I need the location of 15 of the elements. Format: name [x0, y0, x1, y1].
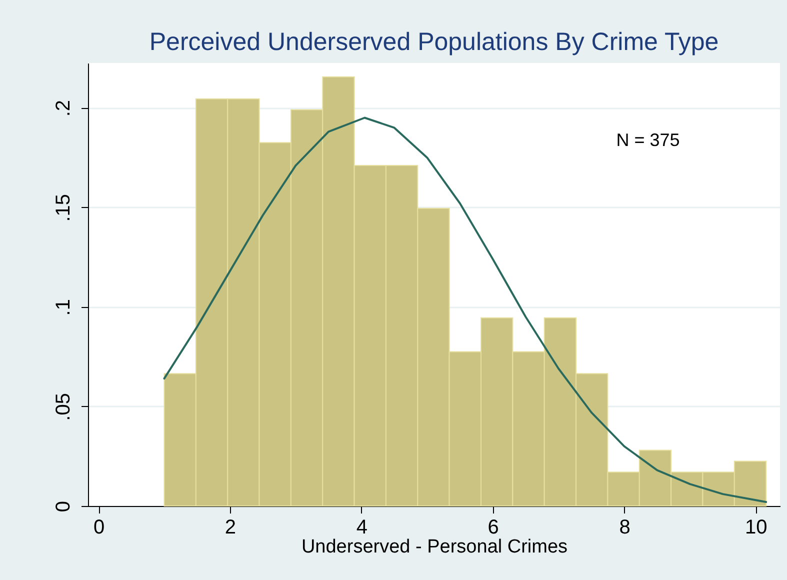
annotation: N = 375: [616, 130, 680, 150]
y-tick-label: .15: [52, 194, 74, 222]
x-tick-label: 4: [356, 516, 368, 538]
y-tick-label: .1: [52, 299, 74, 316]
x-tick-label: 6: [488, 516, 499, 538]
x-tick-label: 2: [224, 516, 236, 538]
chart-title: Perceived Underserved Populations By Crime Type: [149, 28, 719, 56]
x-tick-label: 10: [745, 516, 768, 538]
y-tick-label: 0: [52, 500, 74, 512]
x-tick-label: 0: [93, 516, 105, 538]
y-tick-label: .2: [52, 100, 74, 117]
x-tick-label: 8: [619, 516, 630, 538]
line-series: [163, 116, 768, 504]
y-tick-label: .05: [52, 393, 74, 421]
x-axis-title: Underserved - Personal Crimes: [301, 536, 568, 558]
